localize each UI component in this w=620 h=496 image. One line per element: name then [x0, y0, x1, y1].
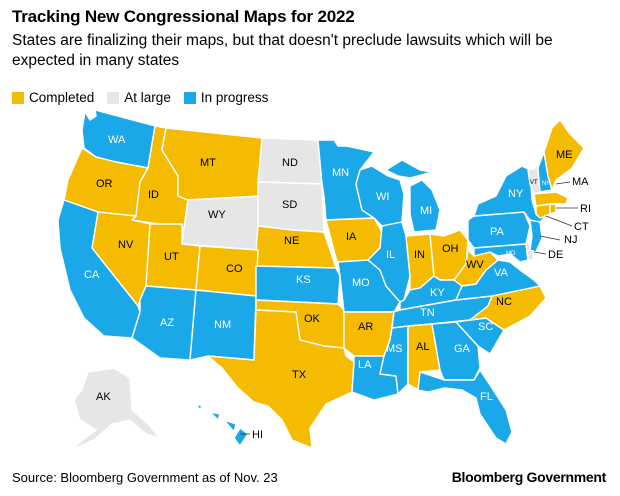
- legend-swatch-in-progress: [183, 91, 196, 104]
- label-KS: KS: [296, 274, 311, 286]
- label-WY: WY: [208, 209, 226, 221]
- label-DE: DE: [548, 249, 563, 261]
- label-NC: NC: [496, 296, 512, 308]
- state-NC[interactable]: [469, 285, 547, 331]
- label-MO: MO: [352, 277, 370, 289]
- label-AR: AR: [358, 321, 373, 333]
- state-AK[interactable]: [69, 367, 161, 451]
- state-labels: WA OR ID MT ND SD WY NV UT CO NE CA AZ N…: [84, 134, 591, 441]
- label-ID: ID: [148, 189, 159, 201]
- state-NE[interactable]: [255, 225, 337, 269]
- label-NY: NY: [508, 188, 524, 200]
- label-NH: NH: [542, 181, 551, 187]
- label-GA: GA: [454, 343, 471, 355]
- state-VT[interactable]: [527, 167, 541, 195]
- label-UT: UT: [164, 251, 179, 263]
- legend-swatch-at-large: [107, 91, 120, 104]
- label-SD: SD: [282, 199, 297, 211]
- label-VT: VT: [530, 180, 538, 186]
- label-MN: MN: [332, 167, 349, 179]
- legend-label-completed: Completed: [29, 90, 95, 105]
- states-layer: [57, 109, 585, 451]
- legend: Completed At large In progress: [12, 90, 281, 105]
- legend-item-in-progress: In progress: [183, 90, 269, 105]
- label-VA: VA: [494, 267, 509, 279]
- state-TX[interactable]: [207, 309, 355, 449]
- label-IN: IN: [414, 249, 425, 261]
- leader-line-ma: [555, 181, 571, 185]
- label-MA: MA: [572, 176, 589, 188]
- state-MA[interactable]: [533, 191, 569, 207]
- label-OH: OH: [442, 243, 459, 255]
- label-HI: HI: [252, 429, 263, 441]
- label-CA: CA: [84, 269, 100, 281]
- label-KY: KY: [430, 287, 445, 299]
- state-CA[interactable]: [57, 199, 141, 339]
- legend-label-in-progress: In progress: [200, 90, 269, 105]
- label-FL: FL: [480, 391, 493, 403]
- state-HI[interactable]: [195, 403, 249, 447]
- leader-line-de: [533, 251, 547, 255]
- state-RI[interactable]: [549, 203, 557, 215]
- label-TN: TN: [420, 307, 435, 319]
- chart-subtitle: States are finalizing their maps, but th…: [12, 32, 553, 69]
- legend-label-at-large: At large: [124, 90, 171, 105]
- label-AZ: AZ: [160, 317, 174, 329]
- leader-lines: [240, 181, 578, 435]
- label-RI: RI: [580, 203, 591, 215]
- label-NM: NM: [214, 319, 231, 331]
- label-CT: CT: [574, 221, 589, 233]
- state-KS[interactable]: [255, 265, 341, 305]
- legend-item-completed: Completed: [12, 90, 94, 105]
- label-PA: PA: [490, 226, 505, 238]
- label-IA: IA: [346, 231, 357, 243]
- label-LA: LA: [358, 359, 372, 371]
- label-IL: IL: [386, 249, 395, 261]
- chart-title: Tracking New Congressional Maps for 2022: [12, 7, 355, 26]
- label-MI: MI: [420, 205, 432, 217]
- label-OR: OR: [96, 178, 113, 190]
- state-WY[interactable]: [181, 195, 261, 251]
- leader-line-nj: [539, 235, 561, 241]
- label-ME: ME: [556, 149, 573, 161]
- state-FL[interactable]: [417, 369, 513, 445]
- label-WI: WI: [376, 191, 389, 203]
- state-MI[interactable]: [385, 159, 441, 233]
- label-CO: CO: [226, 263, 243, 275]
- label-WA: WA: [108, 134, 126, 146]
- label-WV: WV: [466, 259, 484, 271]
- label-SC: SC: [478, 321, 493, 333]
- label-AL: AL: [416, 341, 429, 353]
- label-AK: AK: [96, 391, 111, 403]
- label-NJ: NJ: [564, 234, 577, 246]
- label-NV: NV: [118, 239, 134, 251]
- label-OK: OK: [304, 313, 321, 325]
- label-NE: NE: [284, 235, 299, 247]
- label-MS: MS: [386, 343, 403, 355]
- label-TX: TX: [292, 369, 307, 381]
- brand-logo: Bloomberg Government: [451, 469, 607, 485]
- label-MD: MD: [506, 251, 516, 257]
- legend-item-at-large: At large: [107, 90, 171, 105]
- source-note: Source: Bloomberg Government as of Nov. …: [12, 470, 278, 485]
- state-ME[interactable]: [543, 119, 585, 191]
- legend-swatch-completed: [12, 91, 24, 104]
- state-NY[interactable]: [473, 165, 547, 223]
- leader-line-ct: [545, 215, 573, 227]
- label-MT: MT: [200, 157, 216, 169]
- label-ND: ND: [282, 157, 298, 169]
